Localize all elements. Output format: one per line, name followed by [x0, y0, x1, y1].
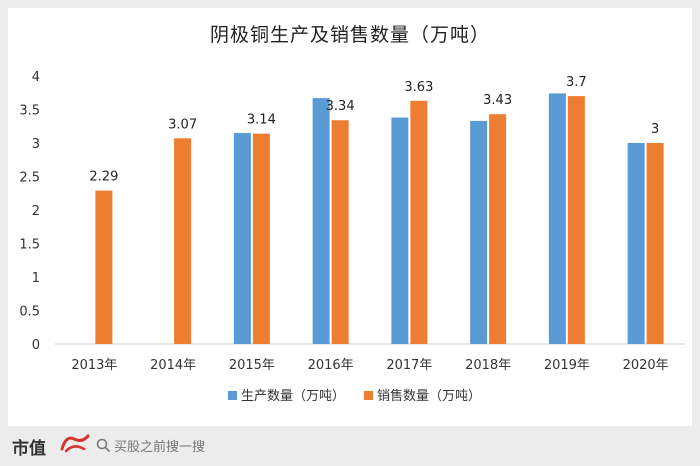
y-tick-label: 1: [32, 271, 40, 286]
search-icon: [96, 438, 110, 452]
production-bar: [233, 132, 251, 344]
production-bar: [470, 120, 488, 344]
search-text: 买股之前搜一搜: [114, 439, 206, 455]
production-bar: [627, 143, 645, 344]
production-bar: [391, 117, 409, 344]
search-prompt[interactable]: 买股之前搜一搜: [96, 434, 205, 456]
sales-bar: [95, 190, 113, 344]
x-tick-label: 2017年: [386, 358, 432, 373]
x-tick-label: 2015年: [229, 358, 275, 373]
sales-bar: [252, 133, 270, 344]
legend-label: 销售数量（万吨）: [377, 388, 481, 404]
y-tick-label: 0.5: [19, 305, 40, 320]
y-tick-label: 1.5: [19, 238, 40, 253]
sales-bar: [567, 96, 585, 344]
y-tick-label: 3.5: [19, 104, 40, 119]
brand-logo-icon: [60, 434, 90, 453]
y-tick-label: 2: [32, 204, 40, 219]
sales-bar: [646, 143, 664, 344]
y-tick-label: 3: [32, 137, 40, 152]
production-bar: [548, 93, 566, 344]
data-label: 3.14: [247, 113, 276, 128]
x-tick-label: 2018年: [465, 358, 511, 373]
legend-production-swatch: [228, 391, 237, 400]
data-label: 3.07: [168, 117, 197, 132]
x-tick-label: 2019年: [544, 358, 590, 373]
footer-bar: 市值 买股之前搜一搜: [0, 426, 700, 466]
x-tick-label: 2014年: [150, 358, 196, 373]
data-label: 3.34: [326, 99, 355, 114]
legend: 生产数量（万吨） 销售数量（万吨）: [228, 388, 481, 404]
y-tick-label: 2.5: [19, 171, 40, 186]
y-axis: 0 0.5 1 1.5 2 2.5 3 3.5 4: [19, 70, 40, 353]
bars: 2.29 3.07 3.14 3.34 3.63 3.43 3.7 3: [89, 75, 664, 344]
sales-bar: [410, 100, 428, 344]
x-tick-label: 2016年: [308, 358, 354, 373]
legend-sales-swatch: [364, 391, 373, 400]
data-label: 2.29: [89, 170, 118, 185]
data-label: 3.43: [483, 93, 512, 108]
x-tick-label: 2013年: [71, 358, 117, 373]
x-axis: 2013年 2014年 2015年 2016年 2017年 2018年 2019年 2020年: [71, 358, 668, 373]
x-tick-label: 2020年: [623, 358, 669, 373]
chart-title: 阴极铜生产及销售数量（万吨）: [209, 24, 490, 46]
bar-chart: 0 0.5 1 1.5 2 2.5 3 3.5 4 2.29 3.07 3.14 3.34 3.63 3.…: [19, 70, 685, 404]
brand-name: 市值: [12, 439, 46, 459]
legend-label: 生产数量（万吨）: [241, 389, 345, 404]
y-tick-label: 4: [32, 70, 40, 85]
data-label: 3.7: [566, 75, 587, 90]
sales-bar: [489, 114, 507, 344]
data-label: 3.63: [404, 80, 433, 95]
sales-bar: [174, 138, 192, 344]
production-bar: [312, 98, 330, 344]
y-tick-label: 0: [32, 338, 40, 353]
sales-bar: [331, 120, 349, 344]
data-label: 3: [651, 122, 659, 137]
